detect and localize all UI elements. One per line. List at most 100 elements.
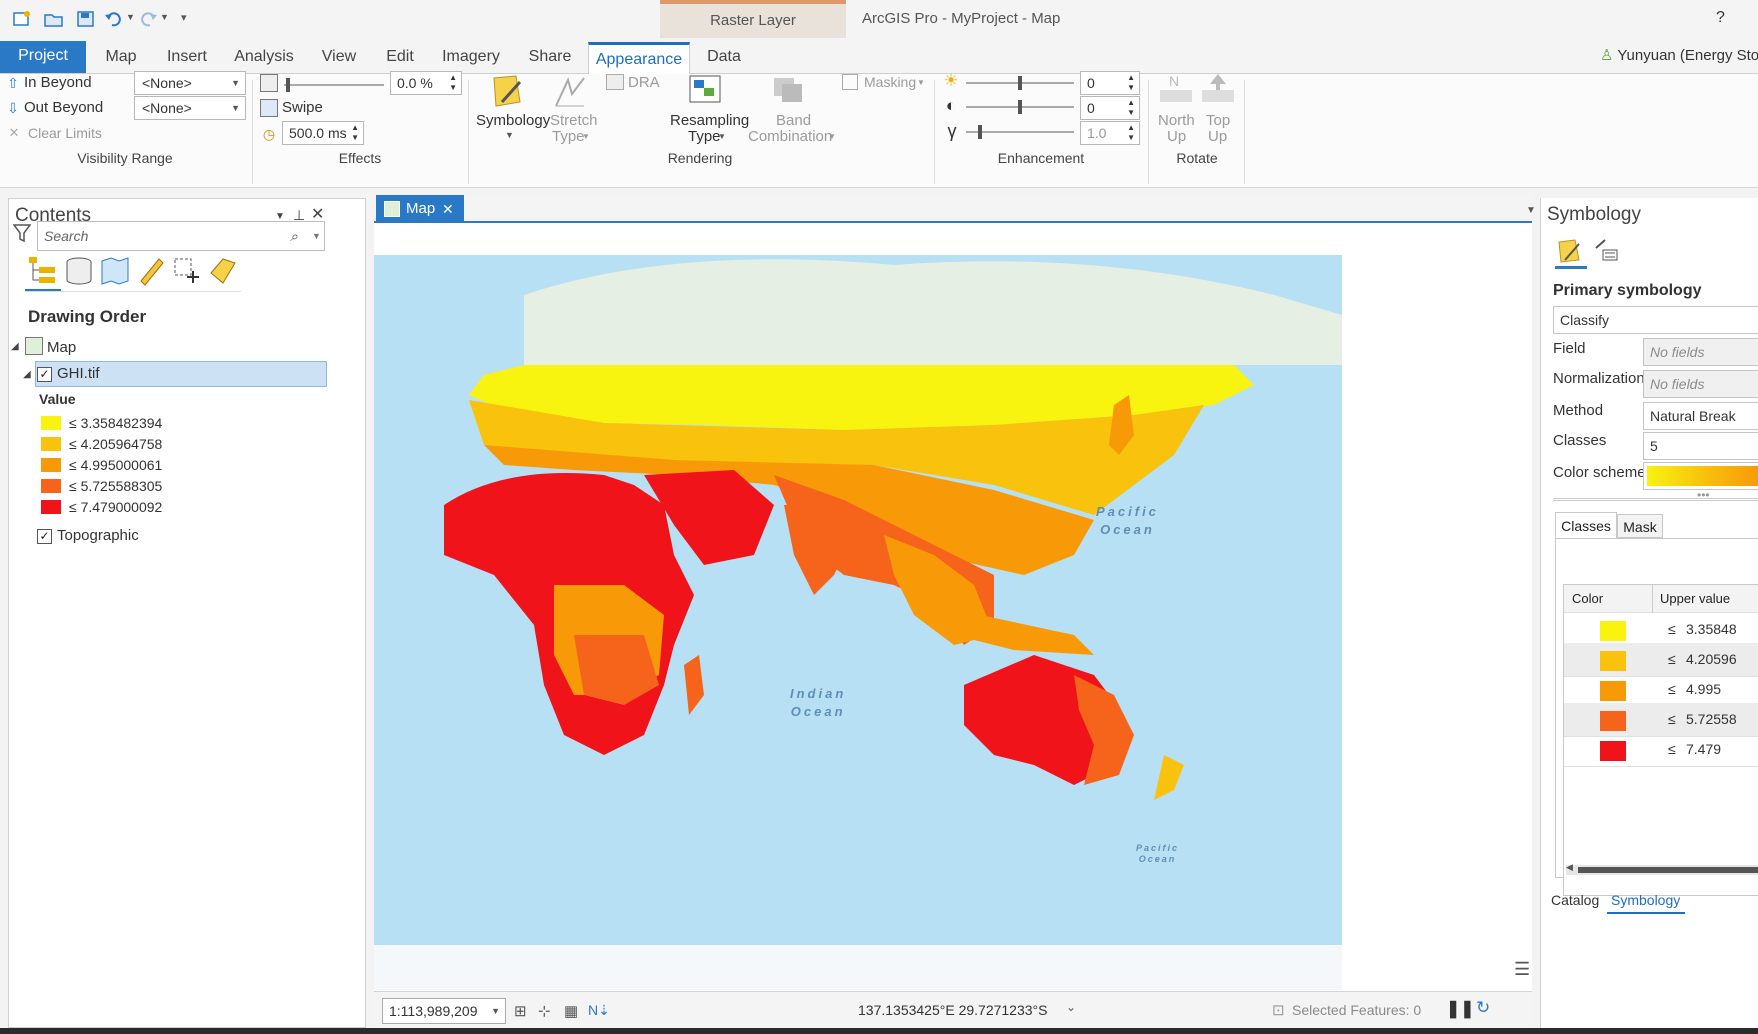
class-color-swatch[interactable] — [1600, 711, 1626, 731]
renderer-select[interactable]: Classify — [1553, 306, 1758, 334]
class-color-swatch[interactable] — [1600, 621, 1626, 641]
tab-share[interactable]: Share — [528, 48, 572, 65]
list-by-drawing-order-icon[interactable] — [27, 255, 59, 287]
brightness-input[interactable]: 0 ▲ ▼ — [1080, 71, 1140, 95]
slider-thumb[interactable] — [1018, 76, 1022, 90]
in-beyond-label[interactable]: In Beyond — [24, 74, 92, 91]
spinner-arrows-icon[interactable]: ▲ ▼ — [449, 73, 457, 92]
transparency-input[interactable]: 0.0 % ▲ ▼ — [390, 71, 462, 95]
class-upper-value[interactable]: 5.72558 — [1686, 711, 1737, 727]
spinner-arrows-icon[interactable]: ▲ ▼ — [1127, 98, 1135, 117]
in-beyond-select[interactable]: <None> ▼ — [134, 71, 246, 95]
chevron-down-icon[interactable]: ▼ — [505, 130, 514, 140]
field-select[interactable]: No fields — [1643, 338, 1758, 366]
chevron-down-icon[interactable]: ▼ — [312, 231, 321, 241]
band-combination-icon[interactable] — [772, 74, 808, 110]
symbology-button[interactable]: Symbology — [476, 112, 551, 129]
color-scheme-select[interactable] — [1643, 462, 1758, 490]
chevron-down-icon[interactable]: ▼ — [1526, 205, 1536, 216]
search-icon[interactable]: ⌕ — [290, 228, 298, 244]
scroll-left-icon[interactable]: ◀ — [1566, 862, 1573, 872]
open-project-icon[interactable] — [44, 10, 64, 28]
tab-appearance[interactable]: Appearance — [588, 42, 690, 75]
out-beyond-label[interactable]: Out Beyond — [24, 99, 104, 116]
chevron-down-icon[interactable]: ⌄ — [1066, 1000, 1077, 1014]
ghi-raster-map[interactable] — [374, 255, 1342, 990]
band-combination-line1[interactable]: Band — [776, 112, 812, 129]
more-options-icon[interactable]: ••• — [1697, 488, 1710, 502]
table-row[interactable]: ≤4.995 — [1564, 673, 1758, 707]
layer-name[interactable]: GHI.tif — [57, 365, 100, 382]
close-icon[interactable]: ✕ — [442, 201, 454, 217]
tab-symbology[interactable]: Symbology — [1611, 892, 1681, 908]
stretch-type-icon[interactable] — [552, 74, 588, 110]
pin-icon[interactable]: ⊥ — [293, 207, 306, 223]
class-upper-value[interactable]: 7.479 — [1686, 741, 1722, 757]
spinner-arrows-icon[interactable]: ▲ ▼ — [351, 123, 359, 142]
gamma-input[interactable]: 1.0 ▲ ▼ — [1080, 121, 1140, 145]
north-up-line2[interactable]: Up — [1167, 128, 1187, 145]
undo-icon[interactable] — [104, 10, 124, 28]
list-by-snapping-icon[interactable] — [171, 255, 203, 287]
list-by-editing-icon[interactable] — [135, 255, 167, 287]
clear-limits-button[interactable]: Clear Limits — [28, 125, 102, 141]
tab-view[interactable]: View — [321, 48, 357, 65]
stretch-type-line1[interactable]: Stretch — [550, 112, 598, 129]
north-up-icon[interactable]: N — [1158, 72, 1194, 106]
list-by-selection-icon[interactable] — [99, 255, 131, 287]
map-scale-select[interactable]: 1:113,989,209 ▼ — [382, 998, 506, 1024]
tab-project[interactable]: Project — [0, 41, 86, 73]
north-arrow-icon[interactable]: N⇣ — [588, 1002, 610, 1018]
brightness-slider[interactable] — [966, 76, 1074, 90]
expand-map-icon[interactable]: ◢ — [11, 341, 19, 352]
customize-toolbar-icon[interactable]: ▾ — [181, 12, 187, 24]
table-row[interactable]: ≤5.72558 — [1564, 703, 1758, 737]
slider-thumb[interactable] — [1018, 100, 1022, 114]
flicker-rate-input[interactable]: 500.0 ms ▲ ▼ — [282, 121, 364, 145]
tab-data[interactable]: Data — [707, 48, 741, 65]
layer-visibility-checkbox[interactable]: ✓ — [37, 367, 52, 382]
class-upper-value[interactable]: 4.995 — [1686, 681, 1722, 697]
gamma-slider[interactable] — [966, 125, 1074, 139]
table-row[interactable]: ≤3.35848 — [1564, 613, 1758, 647]
redo-icon[interactable] — [138, 10, 158, 28]
primary-symbology-icon[interactable] — [1557, 238, 1583, 264]
out-beyond-select[interactable]: <None> ▼ — [134, 96, 246, 120]
top-up-line2[interactable]: Up — [1208, 128, 1228, 145]
slider-thumb[interactable] — [978, 125, 982, 139]
class-upper-value[interactable]: 4.20596 — [1686, 651, 1737, 667]
swipe-button[interactable]: Swipe — [282, 99, 323, 116]
table-row[interactable]: ≤4.20596 — [1564, 643, 1758, 677]
tab-insert[interactable]: Insert — [166, 48, 207, 65]
resampling-type-line1[interactable]: Resampling — [670, 112, 750, 129]
tab-imagery[interactable]: Imagery — [442, 48, 500, 65]
tab-map-view[interactable]: Map ✕ — [376, 195, 464, 223]
snapping-icon[interactable]: ⊹ — [538, 1003, 551, 1020]
resampling-type-line2[interactable]: Type — [688, 128, 721, 145]
resampling-type-icon[interactable] — [688, 74, 722, 108]
grid-icon[interactable]: ▦ — [564, 1003, 579, 1020]
refresh-icon[interactable]: ↻ — [1476, 998, 1491, 1017]
vary-symbology-icon[interactable] — [1593, 238, 1619, 264]
slider-thumb[interactable] — [286, 78, 290, 92]
horizontal-scrollbar[interactable]: ◀ — [1566, 862, 1758, 875]
method-select[interactable]: Natural Break — [1643, 402, 1758, 430]
new-project-icon[interactable] — [12, 10, 32, 28]
map-canvas[interactable]: Pacific Ocean Indian Ocean Pacific Ocean — [374, 255, 1342, 990]
pane-options-icon[interactable]: ▼ — [275, 211, 285, 222]
tab-mask[interactable]: Mask — [1617, 514, 1663, 538]
close-icon[interactable]: ✕ — [311, 206, 325, 223]
transparency-slider[interactable] — [284, 78, 384, 92]
band-combination-line2[interactable]: Combination — [748, 128, 833, 145]
undo-dropdown-icon[interactable]: ▼ — [126, 12, 135, 22]
dra-button[interactable]: DRA — [628, 74, 660, 91]
symbology-icon[interactable] — [490, 74, 526, 110]
class-color-swatch[interactable] — [1600, 651, 1626, 671]
redo-dropdown-icon[interactable]: ▼ — [160, 12, 169, 22]
normalization-select[interactable]: No fields — [1643, 370, 1758, 398]
basemap-layer[interactable]: Topographic — [57, 527, 139, 544]
classes-input[interactable]: 5 — [1643, 432, 1758, 460]
tab-map[interactable]: Map — [105, 48, 137, 65]
class-upper-value[interactable]: 3.35848 — [1686, 621, 1737, 637]
tab-classes[interactable]: Classes — [1555, 512, 1617, 538]
